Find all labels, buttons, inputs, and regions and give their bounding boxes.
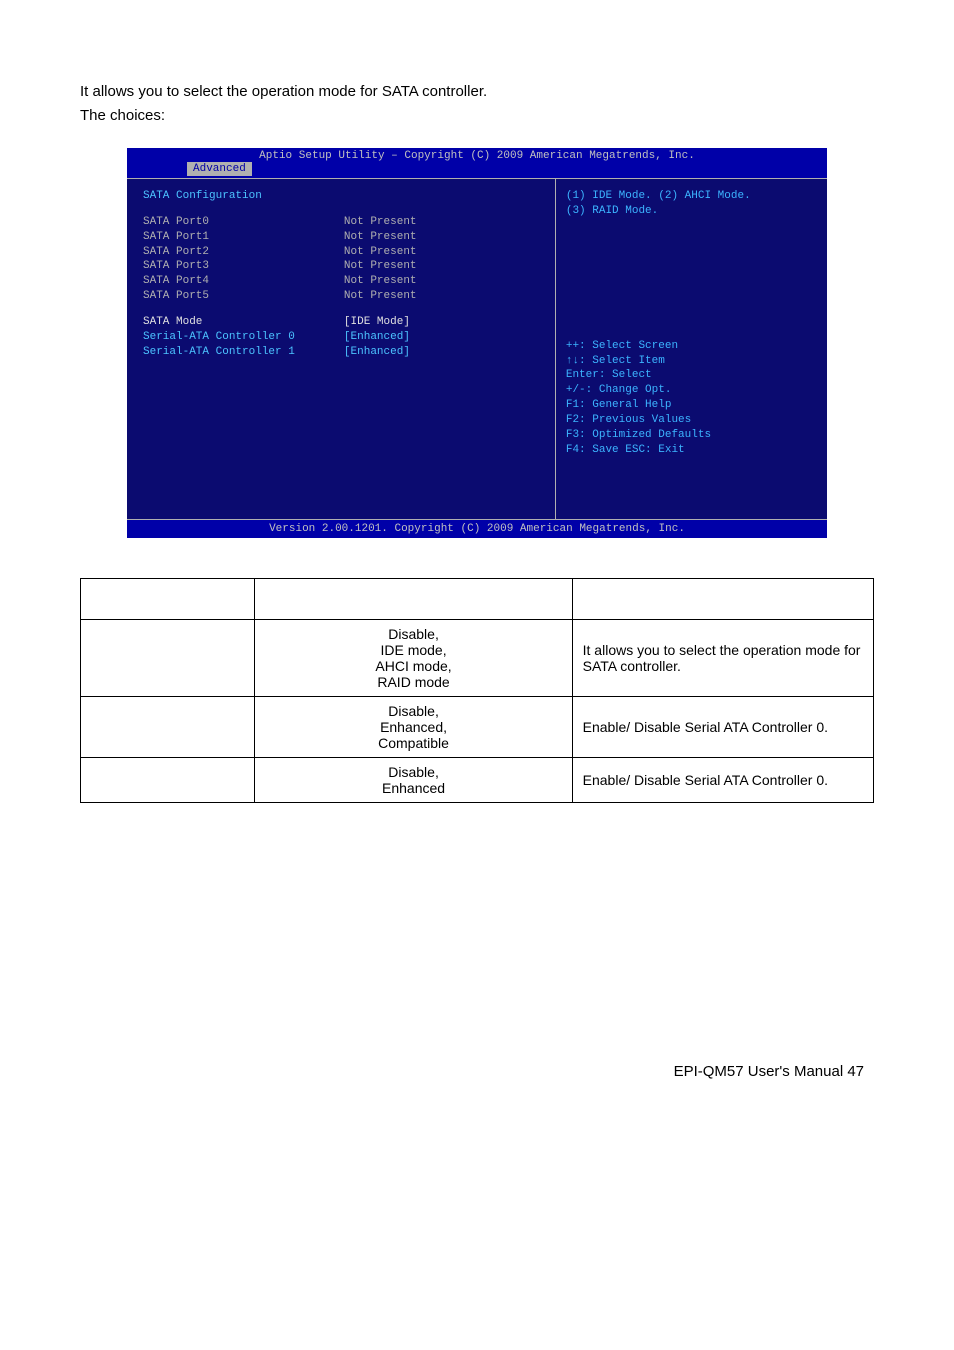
table-header-row [81,579,874,620]
table-row: Disable, Enhanced Enable/ Disable Serial… [81,758,874,803]
bios-left-panel: SATA Configuration SATA Port0Not Present… [127,179,556,519]
intro-line1: It allows you to select the operation mo… [80,80,874,104]
bios-key-hint: ++: Select Screen [566,339,817,354]
table-cell-options: Disable, Enhanced, Compatible [255,697,572,758]
bios-right-panel: (1) IDE Mode. (2) AHCI Mode. (3) RAID Mo… [556,179,827,519]
table-header-cell [572,579,873,620]
bios-key-hint: F2: Previous Values [566,413,817,428]
bios-key-hint: Enter: Select [566,368,817,383]
table-cell [81,620,255,697]
table-header-cell [81,579,255,620]
table-cell-desc: It allows you to select the operation mo… [572,620,873,697]
bios-tabbar: Advanced [127,162,827,178]
bios-section-title: SATA Configuration [143,189,545,204]
bios-port-row: SATA Port3Not Present [143,259,545,274]
bios-port-row: SATA Port0Not Present [143,215,545,230]
page-footer: EPI-QM57 User's Manual 47 [80,1063,874,1080]
bios-port-row: SATA Port2Not Present [143,245,545,260]
bios-port-row: SATA Port1Not Present [143,230,545,245]
bios-key-hint: +/-: Change Opt. [566,383,817,398]
bios-port-row: SATA Port4Not Present [143,274,545,289]
table-cell-desc: Enable/ Disable Serial ATA Controller 0. [572,758,873,803]
table-row: Disable, IDE mode, AHCI mode, RAID mode … [81,620,874,697]
table-header-cell [255,579,572,620]
bios-port-row: SATA Port5Not Present [143,289,545,304]
intro-text: It allows you to select the operation mo… [80,80,874,128]
bios-header: Aptio Setup Utility – Copyright (C) 2009… [127,148,827,162]
bios-key-hint: ↑↓: Select Item [566,354,817,369]
bios-setting-row: SATA Mode[IDE Mode] [143,315,545,330]
table-cell-options: Disable, Enhanced [255,758,572,803]
bios-setting-row: Serial-ATA Controller 0[Enhanced] [143,330,545,345]
bios-key-hint: F4: Save ESC: Exit [566,443,817,458]
table-cell-desc: Enable/ Disable Serial ATA Controller 0. [572,697,873,758]
table-cell [81,758,255,803]
table-cell-options: Disable, IDE mode, AHCI mode, RAID mode [255,620,572,697]
intro-line2: The choices: [80,104,874,128]
bios-tab-advanced: Advanced [187,162,252,176]
table-row: Disable, Enhanced, Compatible Enable/ Di… [81,697,874,758]
options-table: Disable, IDE mode, AHCI mode, RAID mode … [80,578,874,803]
table-cell [81,697,255,758]
bios-key-hint: F3: Optimized Defaults [566,428,817,443]
bios-key-hint: F1: General Help [566,398,817,413]
bios-screenshot: Aptio Setup Utility – Copyright (C) 2009… [127,148,827,538]
bios-footer: Version 2.00.1201. Copyright (C) 2009 Am… [127,519,827,538]
bios-help-line: (3) RAID Mode. [566,204,817,219]
bios-setting-row: Serial-ATA Controller 1[Enhanced] [143,345,545,360]
bios-help-line: (1) IDE Mode. (2) AHCI Mode. [566,189,817,204]
